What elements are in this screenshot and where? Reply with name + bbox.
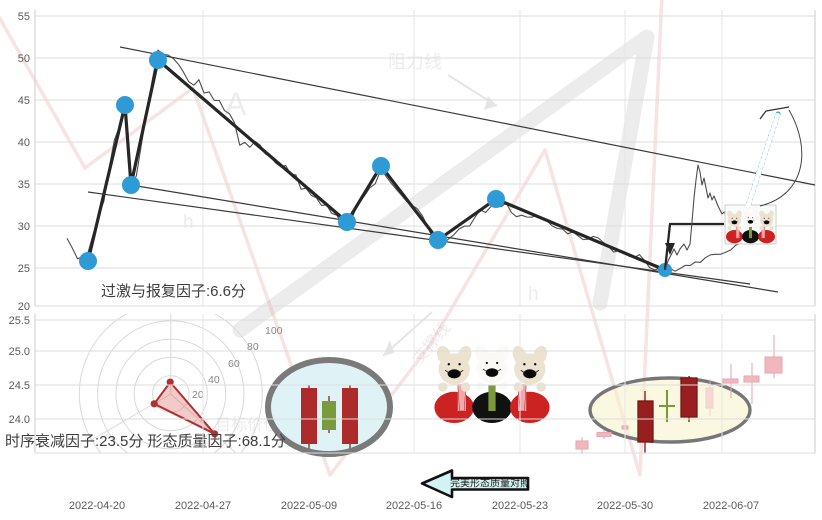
svg-text:45: 45 bbox=[18, 95, 30, 107]
svg-text:30: 30 bbox=[18, 221, 30, 233]
svg-text:2022-04-27: 2022-04-27 bbox=[175, 500, 231, 512]
svg-text:过激与报复因子:6.6分: 过激与报复因子:6.6分 bbox=[101, 282, 246, 300]
svg-text:20: 20 bbox=[192, 389, 204, 401]
svg-text:h: h bbox=[528, 284, 539, 305]
svg-text:40: 40 bbox=[18, 137, 30, 149]
svg-text:25.5: 25.5 bbox=[9, 315, 30, 327]
svg-text:h: h bbox=[183, 212, 194, 233]
svg-text:完美形态质量对照: 完美形态质量对照 bbox=[450, 477, 530, 490]
svg-text:24.0: 24.0 bbox=[9, 414, 30, 426]
svg-text:40: 40 bbox=[208, 374, 220, 386]
svg-text:24.5: 24.5 bbox=[9, 380, 30, 392]
svg-text:A: A bbox=[225, 86, 247, 122]
svg-text:35: 35 bbox=[18, 179, 30, 191]
svg-text:2022-05-09: 2022-05-09 bbox=[281, 500, 337, 512]
svg-text:2022-06-07: 2022-06-07 bbox=[703, 500, 759, 512]
svg-text:50: 50 bbox=[18, 53, 30, 65]
svg-text:阻力线: 阻力线 bbox=[388, 52, 442, 72]
svg-text:60: 60 bbox=[228, 358, 240, 370]
svg-text:2022-05-30: 2022-05-30 bbox=[597, 500, 653, 512]
svg-text:2022-05-16: 2022-05-16 bbox=[386, 500, 442, 512]
svg-text:25.0: 25.0 bbox=[9, 346, 30, 358]
svg-text:2022-04-20: 2022-04-20 bbox=[69, 500, 125, 512]
svg-text:2022-05-23: 2022-05-23 bbox=[492, 500, 548, 512]
svg-text:20: 20 bbox=[18, 301, 30, 313]
svg-text:55: 55 bbox=[18, 11, 30, 23]
svg-text:100: 100 bbox=[265, 325, 283, 337]
svg-text:时序衰减因子:23.5分 形态质量因子:68.1分: 时序衰减因子:23.5分 形态质量因子:68.1分 bbox=[5, 433, 286, 450]
svg-text:25: 25 bbox=[18, 263, 30, 275]
